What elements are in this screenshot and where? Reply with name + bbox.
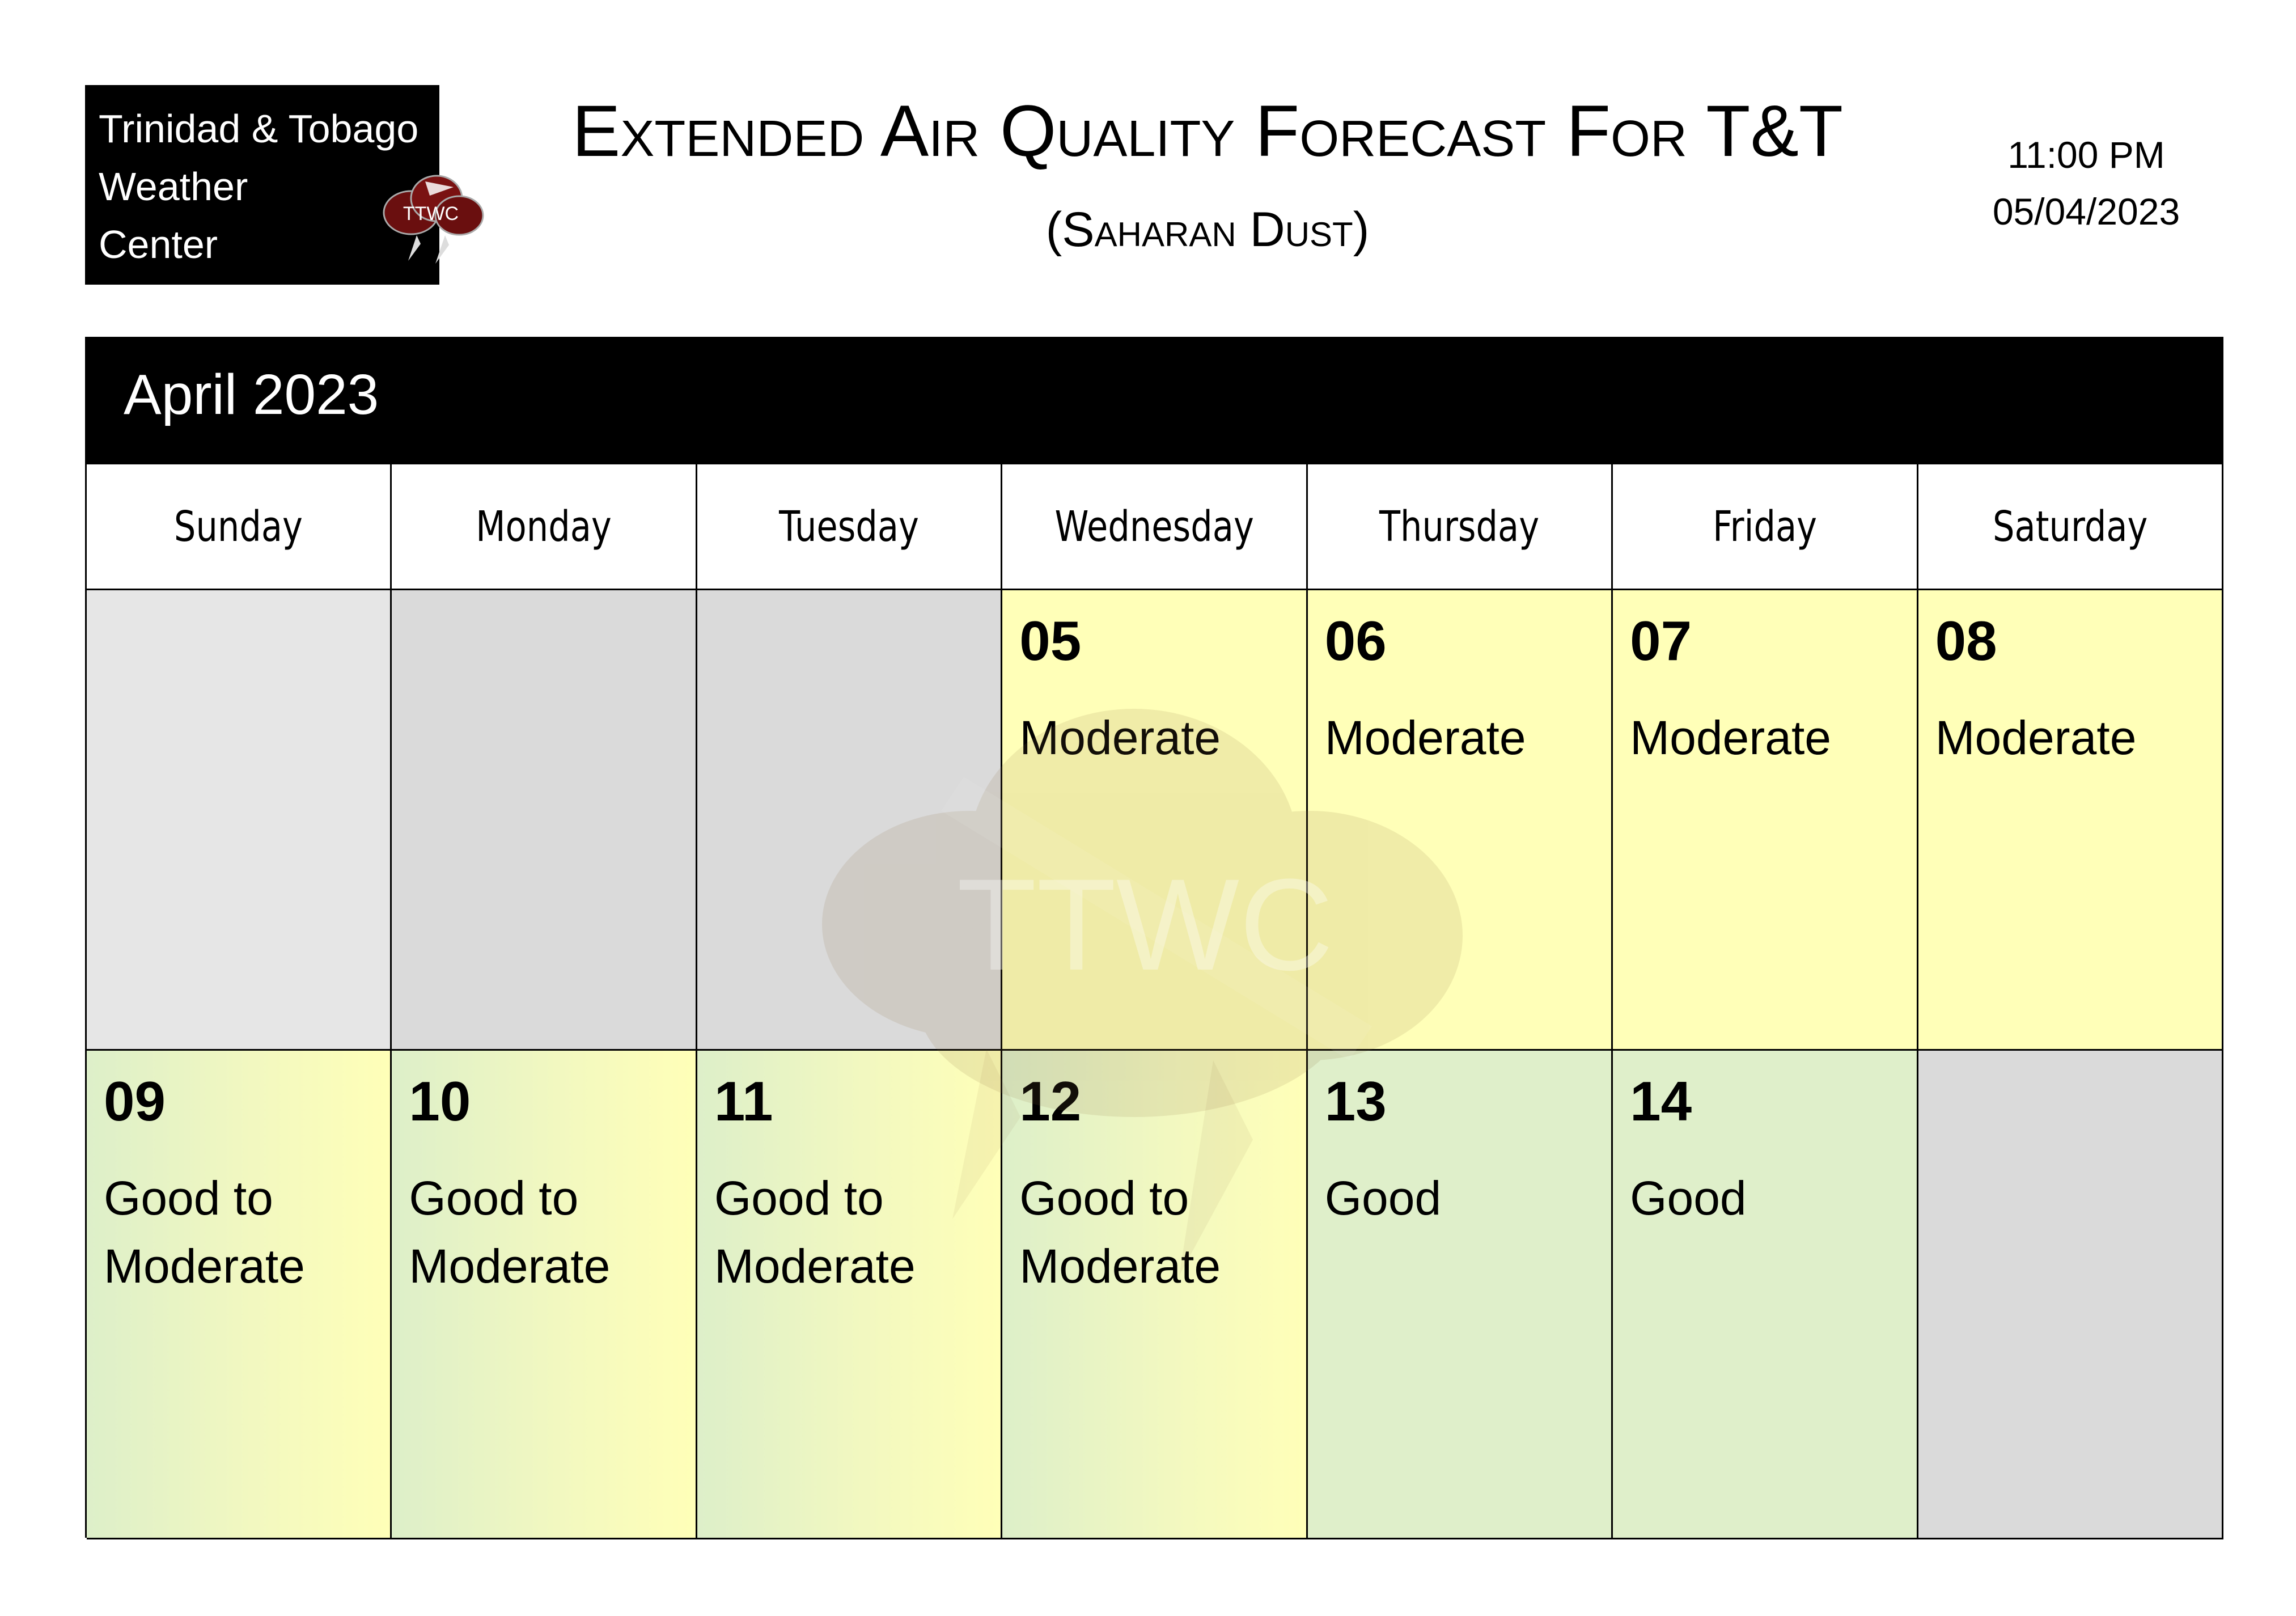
day-header-monday: Monday bbox=[392, 464, 697, 590]
day-header-label: Tuesday bbox=[779, 502, 919, 551]
day-header-label: Thursday bbox=[1379, 502, 1540, 551]
day-cell-empty bbox=[1918, 1051, 2223, 1539]
day-header-label: Friday bbox=[1712, 502, 1817, 551]
storm-cloud-icon: TTWC bbox=[383, 175, 484, 264]
logo-badge: TTWC bbox=[403, 203, 459, 225]
day-cell: 10 Good to Moderate bbox=[392, 1051, 697, 1539]
day-cell: 09 Good to Moderate bbox=[87, 1051, 392, 1539]
day-cell: 05 Moderate bbox=[1002, 590, 1308, 1051]
day-cell: 11 Good to Moderate bbox=[697, 1051, 1003, 1539]
day-number: 07 bbox=[1630, 610, 1692, 672]
day-number: 06 bbox=[1324, 610, 1387, 672]
day-header-wednesday: Wednesday bbox=[1002, 464, 1308, 590]
calendar-grid: Sunday Monday Tuesday Wednesday Thursday… bbox=[85, 463, 2223, 1539]
month-bar: April 2023 bbox=[85, 337, 2223, 463]
day-header-friday: Friday bbox=[1613, 464, 1918, 590]
day-number: 08 bbox=[1935, 610, 1997, 672]
day-number: 14 bbox=[1630, 1070, 1692, 1132]
logo-line-1: Trinidad & Tobago bbox=[99, 107, 419, 151]
day-header-label: Saturday bbox=[1992, 502, 2148, 551]
day-header-saturday: Saturday bbox=[1918, 464, 2223, 590]
day-cell-empty bbox=[87, 590, 392, 1051]
day-header-label: Wednesday bbox=[1054, 502, 1254, 551]
day-cell: 12 Good to Moderate bbox=[1002, 1051, 1308, 1539]
day-number: 13 bbox=[1324, 1070, 1387, 1132]
day-header-label: Monday bbox=[476, 502, 612, 551]
day-number: 11 bbox=[714, 1070, 773, 1132]
air-quality-level: Good bbox=[1324, 1171, 1442, 1225]
day-header-label: Sunday bbox=[174, 502, 303, 551]
page-subtitle: (Saharan Dust) bbox=[1045, 202, 1370, 257]
day-cell: 14 Good bbox=[1613, 1051, 1918, 1539]
air-quality-level: Moderate bbox=[1324, 711, 1526, 764]
air-quality-level: Good to Moderate bbox=[104, 1171, 305, 1293]
air-quality-level: Moderate bbox=[1935, 711, 2137, 764]
day-number: 12 bbox=[1019, 1070, 1082, 1132]
issue-time: 11:00 PM bbox=[2007, 134, 2165, 176]
day-cell: 06 Moderate bbox=[1307, 590, 1613, 1051]
day-cell-empty bbox=[392, 590, 697, 1051]
day-header-thursday: Thursday bbox=[1307, 464, 1613, 590]
logo: Trinidad & Tobago Weather Center TTWC bbox=[85, 85, 484, 285]
issue-date: 05/04/2023 bbox=[1992, 191, 2180, 232]
day-cell: 13 Good bbox=[1307, 1051, 1613, 1539]
air-quality-level: Good bbox=[1630, 1171, 1747, 1225]
day-header-sunday: Sunday bbox=[87, 464, 392, 590]
page-title: Extended Air Quality Forecast For T&T bbox=[571, 91, 1844, 172]
day-number: 10 bbox=[409, 1070, 471, 1132]
air-quality-level: Good to Moderate bbox=[714, 1171, 916, 1293]
air-quality-level: Good to Moderate bbox=[1019, 1171, 1221, 1293]
day-number: 05 bbox=[1019, 610, 1082, 672]
day-cell: 08 Moderate bbox=[1918, 590, 2223, 1051]
forecast-calendar: April 2023 Sunday Monday Tuesday Wednesd… bbox=[85, 337, 2223, 1539]
day-cell: 07 Moderate bbox=[1613, 590, 1918, 1051]
day-number: 09 bbox=[104, 1070, 166, 1132]
air-quality-level: Moderate bbox=[1630, 711, 1832, 764]
day-cell-empty bbox=[697, 590, 1003, 1051]
month-label: April 2023 bbox=[124, 363, 379, 426]
air-quality-level: Good to Moderate bbox=[409, 1171, 611, 1293]
logo-line-3: Center bbox=[99, 222, 218, 266]
logo-line-2: Weather bbox=[99, 164, 248, 209]
day-header-tuesday: Tuesday bbox=[697, 464, 1003, 590]
air-quality-level: Moderate bbox=[1019, 711, 1221, 764]
